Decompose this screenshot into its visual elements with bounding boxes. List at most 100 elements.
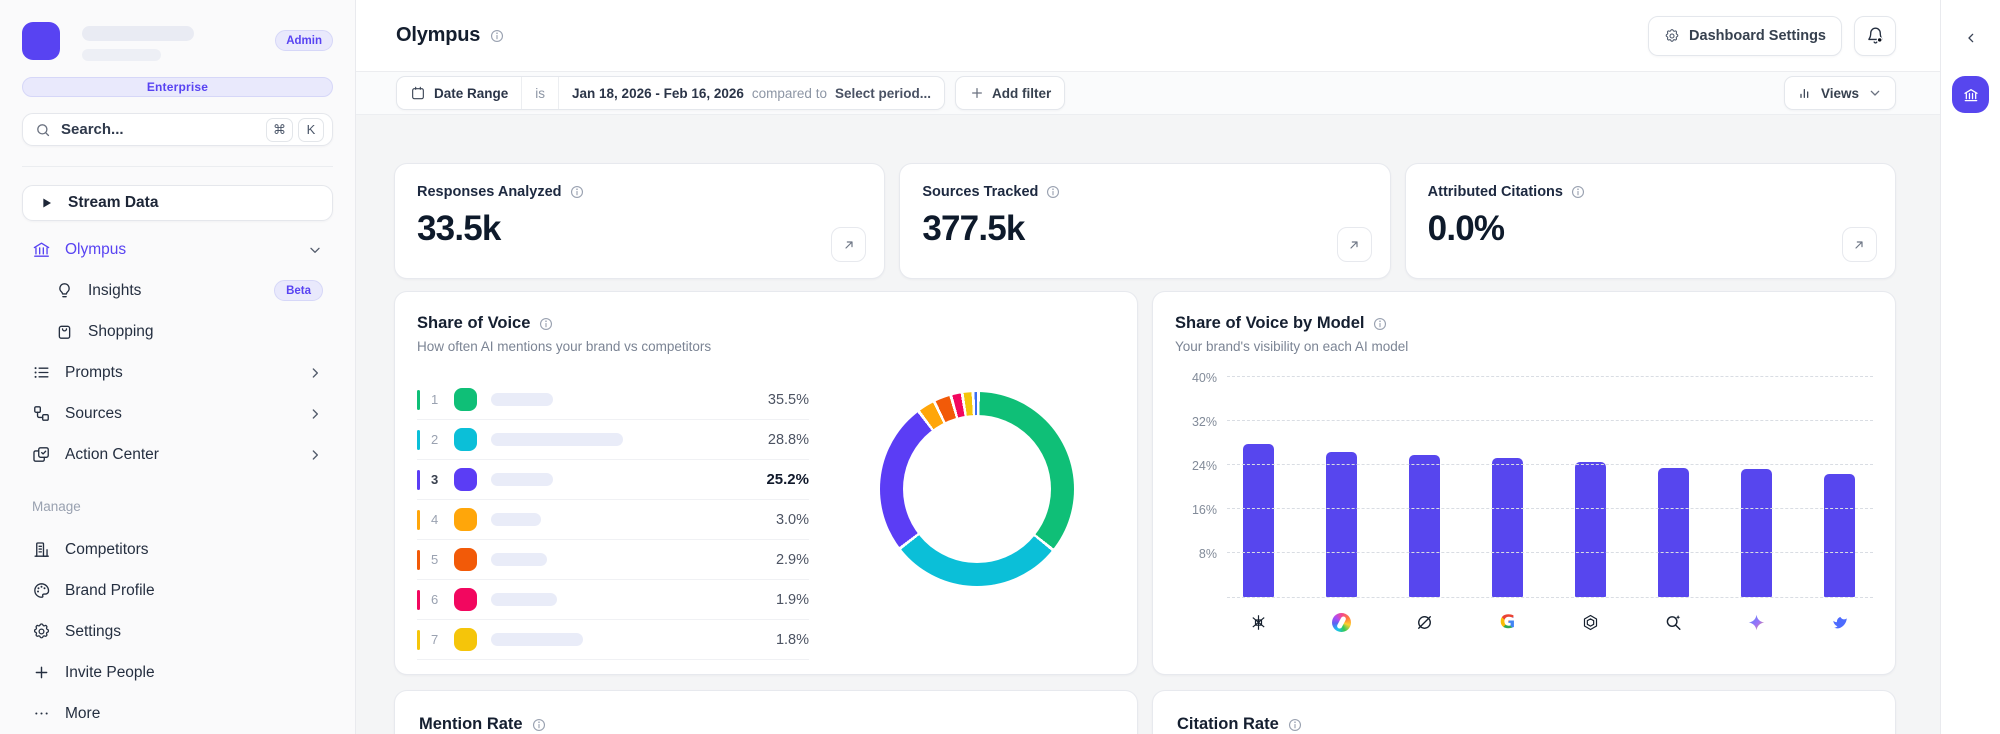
sov-row[interactable]: 4 3.0% xyxy=(417,500,809,540)
info-icon[interactable] xyxy=(1287,717,1303,733)
sov-row[interactable]: 7 1.8% xyxy=(417,620,809,660)
bar-ai-mode[interactable] xyxy=(1658,468,1689,597)
sov-row[interactable]: 2 28.8% xyxy=(417,420,809,460)
ai-mode-icon xyxy=(1658,611,1689,633)
sidebar-item-label: Insights xyxy=(88,281,142,299)
sov-row[interactable]: 3 25.2% xyxy=(417,460,809,500)
chevron-right-icon xyxy=(307,365,323,381)
add-filter-button[interactable]: Add filter xyxy=(954,76,1066,110)
palette-icon xyxy=(34,583,50,598)
card-title: Share of Voice by Model xyxy=(1175,314,1365,332)
sov-row[interactable]: 5 2.9% xyxy=(417,540,809,580)
share-percentage: 1.8% xyxy=(775,631,809,648)
gridline xyxy=(1227,552,1873,554)
sidebar-item-label: Prompts xyxy=(65,363,123,381)
compare-period-select[interactable]: Select period... xyxy=(834,85,931,101)
stream-data-button[interactable]: Stream Data xyxy=(22,185,333,222)
share-percentage: 28.8% xyxy=(767,431,809,448)
info-icon[interactable] xyxy=(489,28,505,44)
sidebar-item-shopping[interactable]: Shopping xyxy=(22,311,333,352)
share-percentage: 1.9% xyxy=(775,591,809,608)
info-icon[interactable] xyxy=(531,717,547,733)
lightbulb-icon xyxy=(59,283,70,298)
bar-deepseek[interactable] xyxy=(1824,474,1855,597)
bar-grok[interactable] xyxy=(1409,454,1440,597)
info-icon[interactable] xyxy=(569,184,585,200)
bar-perplexity[interactable] xyxy=(1243,443,1274,597)
views-button[interactable]: Views xyxy=(1783,76,1896,110)
redacted-text-bar xyxy=(82,26,194,41)
share-of-voice-by-model-card: Share of Voice by Model Your brand's vis… xyxy=(1152,291,1896,675)
stat-label: Responses Analyzed xyxy=(417,184,562,200)
dashboard-settings-button[interactable]: Dashboard Settings xyxy=(1648,15,1842,56)
sidebar-item-settings[interactable]: Settings xyxy=(22,611,333,652)
sidebar-item-more[interactable]: More xyxy=(22,693,333,734)
plus-icon xyxy=(35,666,48,679)
workspace-logo[interactable] xyxy=(22,22,60,60)
dashboard-content: Responses Analyzed 33.5k Sources Tracked… xyxy=(356,115,1940,734)
open-metric-button[interactable] xyxy=(831,227,867,262)
open-metric-button[interactable] xyxy=(1841,227,1877,262)
model-bars xyxy=(1227,366,1873,597)
sidebar-item-prompts[interactable]: Prompts xyxy=(22,352,333,393)
ellipsis-icon xyxy=(35,712,48,715)
collapse-panel-button[interactable] xyxy=(1957,24,1985,52)
gridline xyxy=(1227,464,1873,466)
charts-row: Share of Voice How often AI mentions you… xyxy=(394,291,1896,675)
list-icon xyxy=(34,367,49,378)
y-axis-tick-label: 40% xyxy=(1191,371,1217,386)
sov-row[interactable]: 1 35.5% xyxy=(417,380,809,420)
sov-donut-chart[interactable] xyxy=(880,392,1074,586)
sidebar-item-invite-people[interactable]: Invite People xyxy=(22,652,333,693)
info-icon[interactable] xyxy=(1372,316,1388,332)
filter-operator-segment[interactable]: is xyxy=(522,77,560,109)
card-title: Mention Rate xyxy=(419,715,523,733)
bar-gemini[interactable] xyxy=(1741,469,1772,597)
bar-copilot[interactable] xyxy=(1326,451,1357,597)
sidebar-item-olympus[interactable]: Olympus xyxy=(22,229,333,270)
search-input[interactable]: Search... ⌘ K xyxy=(22,112,333,147)
bank-icon xyxy=(33,242,50,257)
filter-value-segment[interactable]: Jan 18, 2026 - Feb 16, 2026 compared to … xyxy=(559,77,944,109)
stat-card-attributed-citations: Attributed Citations 0.0% xyxy=(1404,163,1896,279)
bar-chatgpt[interactable] xyxy=(1575,461,1606,597)
sidebar-item-brand-profile[interactable]: Brand Profile xyxy=(22,570,333,611)
sidebar-manage-nav: Competitors Brand Profile Settings Invit… xyxy=(22,529,333,734)
notifications-button[interactable] xyxy=(1854,15,1896,56)
mention-rate-card: Mention Rate xyxy=(394,690,1138,734)
model-bar-chart: 8% 16% 24% 32% 40% G xyxy=(1175,366,1873,633)
open-metric-button[interactable] xyxy=(1336,227,1372,262)
info-icon[interactable] xyxy=(1570,184,1586,200)
copilot-icon xyxy=(1326,611,1357,633)
beta-badge: Beta xyxy=(274,280,323,302)
workspace-header: Admin xyxy=(22,22,333,61)
olympus-space-button[interactable] xyxy=(1952,76,1989,113)
model-x-axis: G xyxy=(1227,611,1873,633)
stream-data-label: Stream Data xyxy=(68,194,159,212)
card-subtitle: Your brand's visibility on each AI model xyxy=(1175,339,1409,354)
share-percentage: 2.9% xyxy=(775,551,809,568)
share-percentage: 3.0% xyxy=(775,511,809,528)
sidebar-item-sources[interactable]: Sources xyxy=(22,393,333,434)
gear-icon xyxy=(1665,28,1679,42)
tasks-icon xyxy=(33,447,49,462)
compared-to-label: compared to xyxy=(751,85,827,101)
sidebar-item-insights[interactable]: Insights Beta xyxy=(22,270,333,311)
topbar: Olympus Dashboard Settings xyxy=(356,0,1940,72)
sidebar-item-competitors[interactable]: Competitors xyxy=(22,529,333,570)
brand-color-swatch xyxy=(454,388,477,411)
sov-row[interactable]: 6 1.9% xyxy=(417,580,809,620)
stat-value: 377.5k xyxy=(922,209,1025,248)
stat-card-responses-analyzed: Responses Analyzed 33.5k xyxy=(394,163,886,279)
bar-google[interactable] xyxy=(1492,457,1523,597)
manage-section-label: Manage xyxy=(32,499,81,515)
rank-tick xyxy=(417,589,420,610)
info-icon[interactable] xyxy=(1045,184,1061,200)
chevron-left-icon xyxy=(1967,33,1973,43)
filter-field-segment[interactable]: Date Range xyxy=(397,77,523,109)
date-range-filter: Date Range is Jan 18, 2026 - Feb 16, 202… xyxy=(396,76,945,110)
info-icon[interactable] xyxy=(538,316,554,332)
share-of-voice-card: Share of Voice How often AI mentions you… xyxy=(394,291,1138,675)
sidebar-item-action-center[interactable]: Action Center xyxy=(22,434,333,475)
perplexity-icon xyxy=(1243,611,1274,633)
